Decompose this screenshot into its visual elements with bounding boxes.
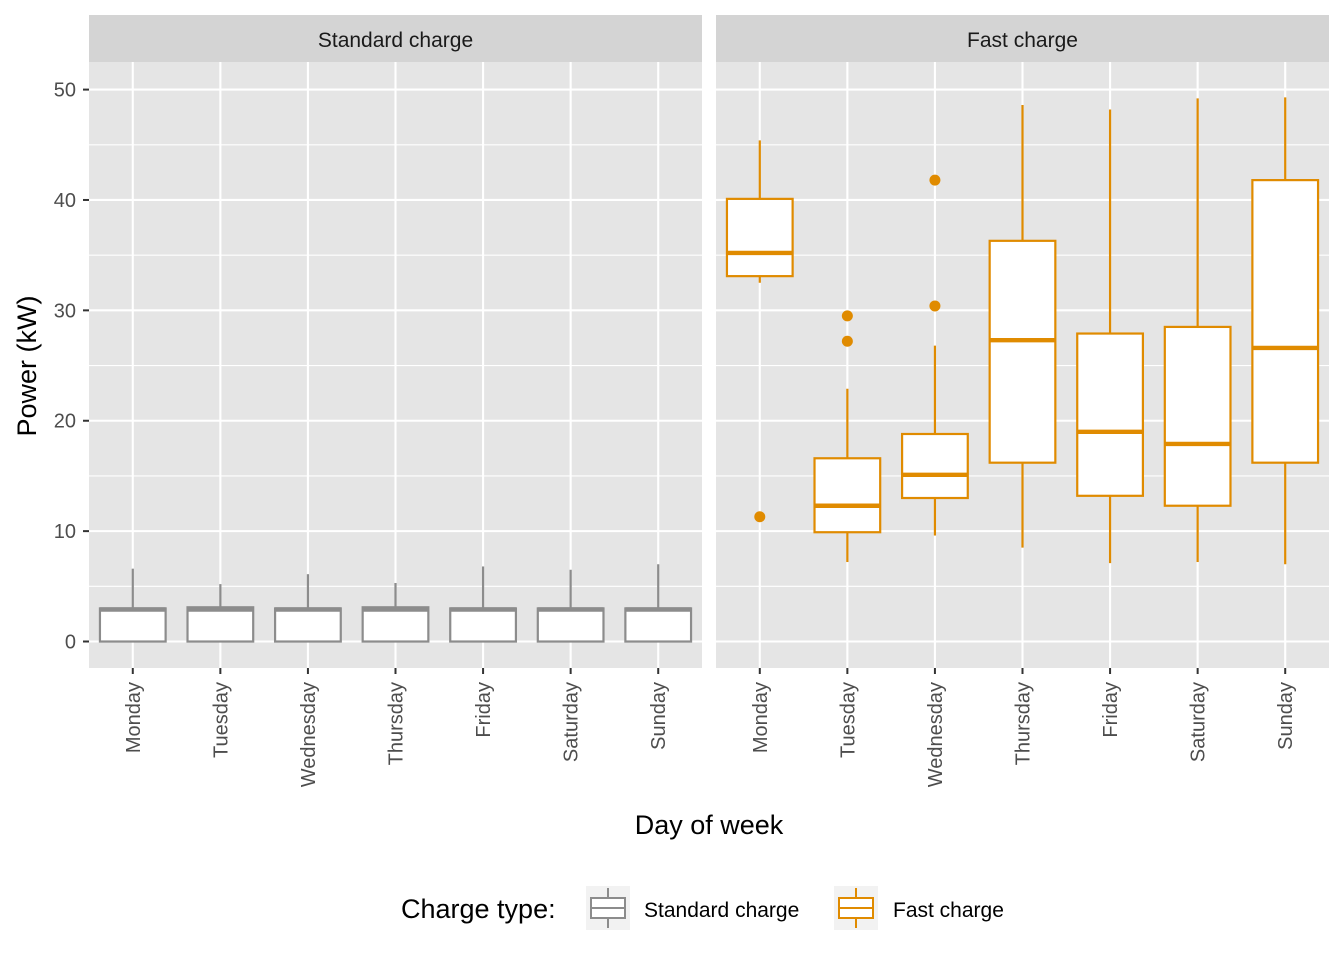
box-iqr xyxy=(98,607,167,643)
box-iqr xyxy=(1251,179,1320,464)
x-tick-label: Saturday xyxy=(561,682,583,762)
facet-strip-label: Standard charge xyxy=(318,29,473,52)
facet-strip-label: Fast charge xyxy=(967,29,1078,52)
x-tick-label: Friday xyxy=(1100,682,1122,738)
box-wednesday xyxy=(273,574,342,643)
box-iqr xyxy=(1076,332,1145,497)
box-monday xyxy=(98,568,167,643)
legend-key-fast xyxy=(834,886,878,930)
x-axis-title: Day of week xyxy=(635,810,784,840)
facet-strip xyxy=(716,15,1329,62)
legend-label: Standard charge xyxy=(644,899,799,922)
box-iqr xyxy=(813,457,882,534)
box-friday xyxy=(1076,109,1145,564)
y-axis-title: Power (kW) xyxy=(12,296,42,437)
outlier-point xyxy=(841,310,853,322)
box-iqr xyxy=(725,197,794,278)
box-thursday xyxy=(988,105,1057,548)
box-thursday xyxy=(361,583,430,643)
box-tuesday xyxy=(186,584,255,643)
x-tick-label: Monday xyxy=(123,682,145,753)
outlier-point xyxy=(929,174,941,186)
box-iqr xyxy=(624,607,693,643)
box-iqr xyxy=(988,239,1057,464)
outlier-point xyxy=(929,300,941,312)
y-tick-label: 30 xyxy=(54,300,76,322)
box-iqr xyxy=(449,607,518,643)
box-iqr xyxy=(900,432,969,500)
x-tick-label: Monday xyxy=(750,682,772,753)
box-monday xyxy=(725,140,794,523)
x-tick-label: Sunday xyxy=(1275,682,1297,750)
x-tick-label: Wednesday xyxy=(298,682,320,787)
x-tick-label: Sunday xyxy=(648,682,670,750)
box-sunday xyxy=(1251,97,1320,565)
y-tick-label: 50 xyxy=(54,80,76,102)
y-tick-label: 20 xyxy=(54,411,76,433)
x-tick-label: Saturday xyxy=(1188,682,1210,762)
box-iqr xyxy=(186,606,255,643)
x-tick-label: Thursday xyxy=(1013,682,1035,765)
legend: Charge type: Standard charge Fast charge xyxy=(401,886,1004,930)
legend-title: Charge type: xyxy=(401,894,556,924)
legend-key-standard xyxy=(586,886,630,930)
box-sunday xyxy=(624,564,693,643)
x-tick-label: Friday xyxy=(473,682,495,738)
box-saturday xyxy=(536,569,605,643)
x-tick-label: Tuesday xyxy=(210,682,232,758)
panel-fast: Fast charge Monday Tuesday Wednesday Thursda… xyxy=(716,15,1329,787)
x-tick-label: Thursday xyxy=(386,682,408,765)
box-iqr xyxy=(536,607,605,643)
box-friday xyxy=(449,566,518,643)
box-iqr xyxy=(361,606,430,643)
x-tick-label: Tuesday xyxy=(837,682,859,758)
outlier-point xyxy=(754,511,766,523)
facet-panels: Standard charge Monday Tuesday Wednesday Thu… xyxy=(89,15,1329,787)
box-saturday xyxy=(1163,98,1232,563)
y-tick-label: 0 xyxy=(65,632,76,654)
x-tick-label: Wednesday xyxy=(925,682,947,787)
box-iqr xyxy=(1163,325,1232,507)
panel-standard: Standard charge Monday Tuesday Wednesday Thu… xyxy=(89,15,702,787)
y-tick-label: 10 xyxy=(54,521,76,543)
box-iqr xyxy=(273,607,342,643)
legend-label: Fast charge xyxy=(893,899,1004,922)
facet-strip xyxy=(89,15,702,62)
y-axis: 0 10 20 30 40 50 xyxy=(54,80,89,654)
outlier-point xyxy=(841,335,853,347)
box-tuesday xyxy=(813,310,882,563)
y-tick-label: 40 xyxy=(54,190,76,212)
box-wednesday xyxy=(900,174,969,536)
